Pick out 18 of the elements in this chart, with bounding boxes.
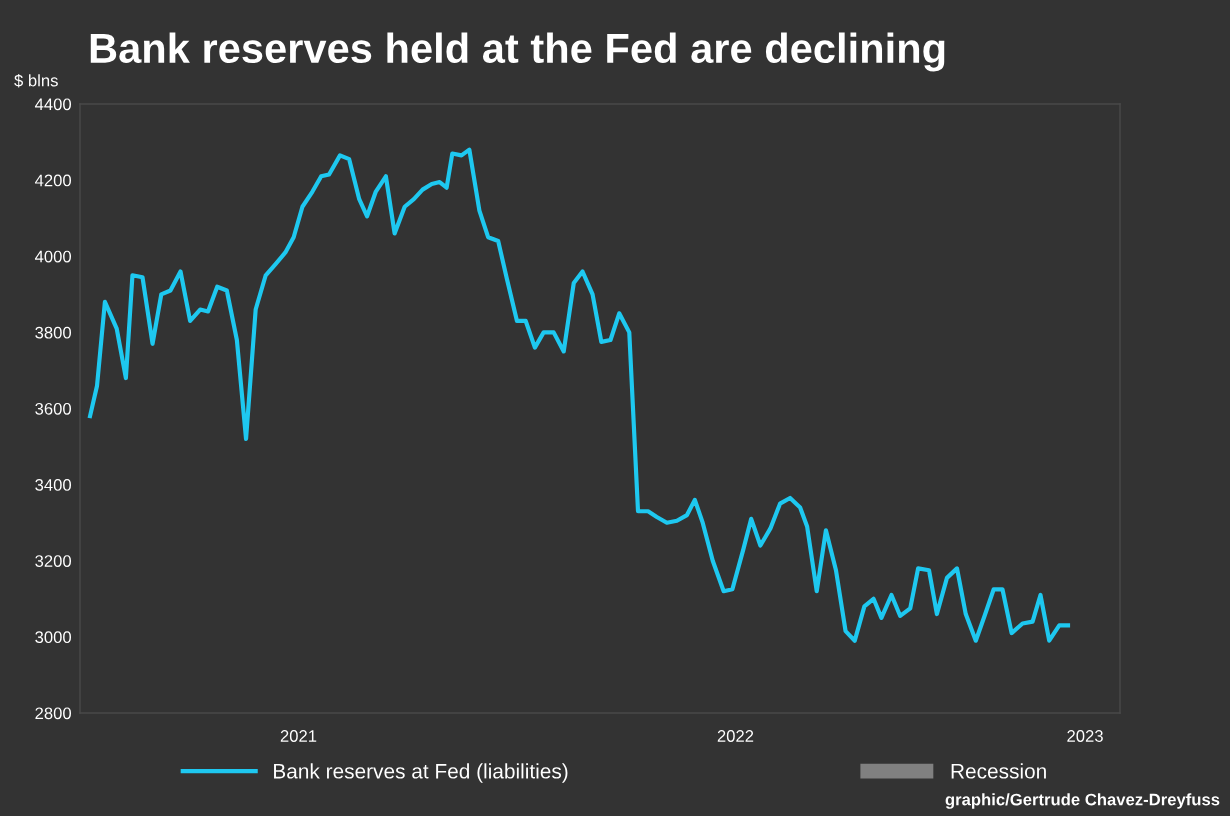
y-tick-label: 4000 [34,250,72,263]
y-tick-label: 4400 [34,98,72,111]
y-tick-label: 3800 [35,326,72,339]
x-tick-label: 2021 [280,730,317,742]
legend-label: Bank reserves at Fed (liabilities) [274,763,568,783]
text: graphic/Gertrude Chavez-Dreyfuss [945,793,1220,809]
y-tick-label: 3000 [35,631,72,644]
y-axis-title: $ blns [14,73,58,88]
y-tick-label: 2800 [35,707,72,720]
x-tick-label: 2022 [717,730,754,742]
x-tick-label: 2023 [1067,730,1103,742]
chart-title: Bank reserves held at the Fed are declining [90,32,945,72]
y-tick-label: 3400 [35,479,72,491]
line-series [87,147,1071,643]
y-tick-label: 3600 [35,402,72,415]
y-tick-label: 3200 [35,555,72,567]
y-tick-label: 4200 [34,174,72,187]
legend-label: Recession [951,763,1046,779]
